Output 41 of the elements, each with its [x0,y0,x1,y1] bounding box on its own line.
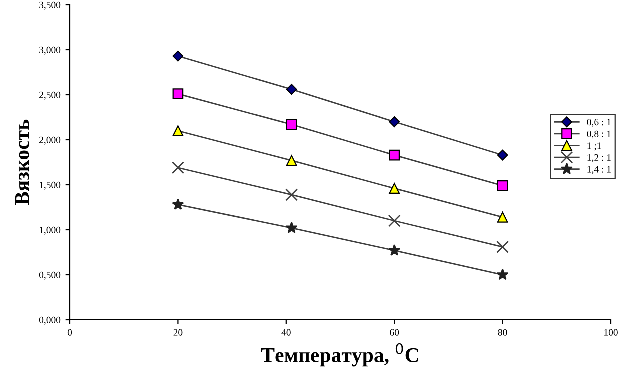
y-tick-label: 2,500 [40,92,61,100]
point [389,116,400,128]
legend-label: 1,4 : 1 [588,166,611,174]
point [389,150,400,161]
legend-label: 1 ;1 [588,142,602,151]
legend-label: 0,6 : 1 [587,119,611,128]
y-axis-title: Вязкость [15,120,30,206]
point [497,180,508,192]
point [389,183,400,194]
point [286,222,298,234]
y-tick-label: 1,500 [40,182,61,190]
y-tick-label: 0,000 [39,316,61,325]
y-tick-label: 3,500 [40,2,61,10]
point [286,119,298,130]
point [172,88,184,100]
x-axis-title: Температура, $^{0}$C [261,343,418,367]
x-tick-label: 80 [498,329,508,336]
point [497,150,508,161]
legend-label: 0,8 : 1 [587,130,611,139]
point [497,212,508,223]
point [172,162,184,174]
y-tick-label: 2,000 [40,136,61,145]
point [286,188,298,202]
x-tick-label: 40 [282,329,291,336]
point [286,155,298,166]
y-tick-label: 1,000 [40,226,61,235]
point [388,214,401,228]
x-tick-label: 0 [68,329,72,336]
x-tick-label: 20 [174,329,183,336]
x-tick-label: 60 [390,329,400,336]
point [496,268,509,280]
point [286,84,298,96]
x-tick-label: 100 [604,329,618,336]
point [172,50,184,62]
point [388,244,401,256]
legend-label: 1,2 : 1 [588,154,611,162]
y-tick-label: 0,500 [39,272,61,280]
y-tick-label: 3,000 [40,46,61,55]
point [496,240,510,254]
point [172,198,184,210]
point [172,126,184,136]
